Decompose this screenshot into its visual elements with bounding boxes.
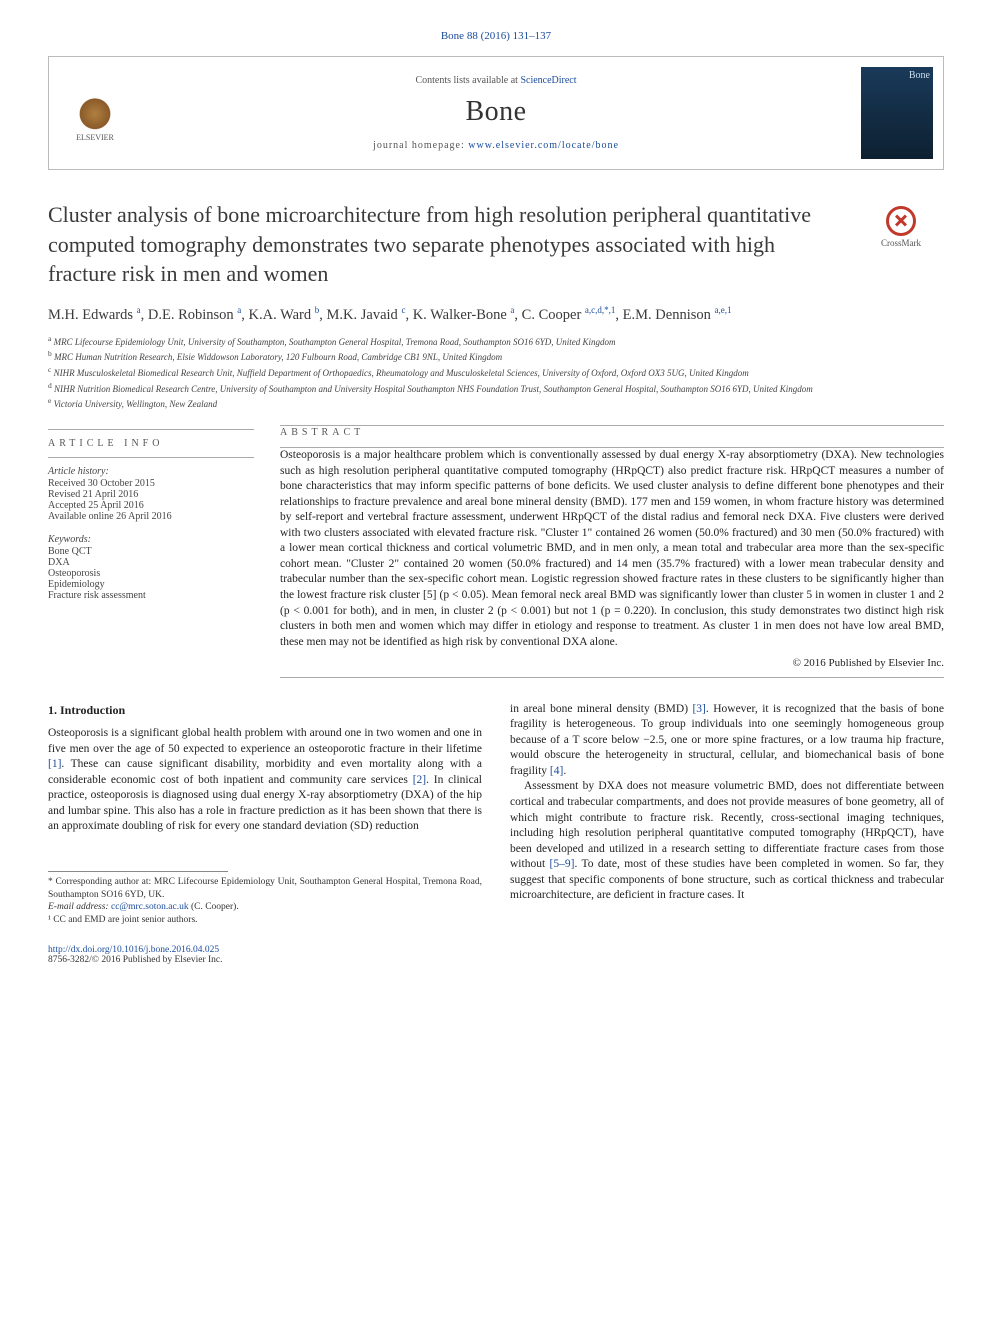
contents-line: Contents lists available at ScienceDirec… [131,75,861,86]
author: D.E. Robinson a [148,307,241,323]
affiliations: a MRC Lifecourse Epidemiology Unit, Univ… [48,334,944,411]
affiliation: b MRC Human Nutrition Research, Elsie Wi… [48,349,944,364]
abstract-copyright: © 2016 Published by Elsevier Inc. [280,656,944,671]
abstract-heading: abstract [280,426,944,440]
abstract-text: Osteoporosis is a major healthcare probl… [280,448,944,650]
crossmark-label: CrossMark [881,238,921,248]
ref-link[interactable]: [3] [692,703,705,715]
footnote-rule [48,871,228,872]
article-title: Cluster analysis of bone microarchitectu… [48,200,818,289]
author: K.A. Ward b [249,307,320,323]
journal-header: ELSEVIER Contents lists available at Sci… [48,56,944,170]
section-heading-intro: 1. Introduction [48,702,482,718]
author: C. Cooper a,c,d,*,1 [522,307,616,323]
body-columns: 1. Introduction Osteoporosis is a signif… [48,702,944,927]
body-col-left: 1. Introduction Osteoporosis is a signif… [48,702,482,927]
issn-line: 8756-3282/© 2016 Published by Elsevier I… [48,955,944,965]
ref-link[interactable]: [4] [550,765,563,777]
ref-link[interactable]: [2] [413,774,426,786]
author: M.H. Edwards a [48,307,141,323]
keyword: Osteoporosis [48,568,254,579]
author: M.K. Javaid c [327,307,406,323]
ref-link[interactable]: [1] [48,758,61,770]
history-item: Available online 26 April 2016 [48,511,254,522]
email-paren: (C. Cooper). [189,902,239,912]
homepage-link[interactable]: www.elsevier.com/locate/bone [468,140,619,151]
article-info-heading: article info [48,438,254,449]
author: K. Walker-Bone a [413,307,515,323]
keyword: Fracture risk assessment [48,590,254,601]
footer: http://dx.doi.org/10.1016/j.bone.2016.04… [48,945,944,965]
citation-line: Bone 88 (2016) 131–137 [48,30,944,42]
intro-para-2: in areal bone mineral density (BMD) [3].… [510,702,944,780]
email-label: E-mail address: [48,902,111,912]
footnotes: * Corresponding author at: MRC Lifecours… [48,871,482,927]
keyword: Epidemiology [48,579,254,590]
keywords-label: Keywords: [48,534,254,545]
affiliation: c NIHR Musculoskeletal Biomedical Resear… [48,365,944,380]
abstract-column: abstract Osteoporosis is a major healthc… [280,425,944,678]
keyword: Bone QCT [48,546,254,557]
article-info-column: article info Article history: Received 3… [48,425,254,678]
authors-line: M.H. Edwards a, D.E. Robinson a, K.A. Wa… [48,305,944,324]
elsevier-logo: ELSEVIER [59,85,131,142]
history-item: Received 30 October 2015 [48,478,254,489]
cover-label: Bone [909,70,930,81]
journal-name: Bone [131,96,861,128]
affiliation: a MRC Lifecourse Epidemiology Unit, Univ… [48,334,944,349]
elsevier-tree-icon [71,85,119,133]
sciencedirect-link[interactable]: ScienceDirect [520,75,576,86]
publisher-label: ELSEVIER [76,133,114,142]
email-line: E-mail address: cc@mrc.soton.ac.uk (C. C… [48,901,482,914]
joint-senior-note: ¹ CC and EMD are joint senior authors. [48,914,482,927]
contents-prefix: Contents lists available at [415,75,520,86]
journal-cover-thumbnail: Bone [861,67,933,159]
crossmark-icon [886,206,916,236]
author: E.M. Dennison a,e,1 [623,307,732,323]
body-col-right: in areal bone mineral density (BMD) [3].… [510,702,944,927]
history-label: Article history: [48,466,254,477]
history-item: Accepted 25 April 2016 [48,500,254,511]
email-link[interactable]: cc@mrc.soton.ac.uk [111,902,189,912]
affiliation: d NIHR Nutrition Biomedical Research Cen… [48,381,944,396]
affiliation: e Victoria University, Wellington, New Z… [48,396,944,411]
intro-para-1: Osteoporosis is a significant global hea… [48,726,482,835]
homepage-line: journal homepage: www.elsevier.com/locat… [131,140,861,151]
doi-link[interactable]: http://dx.doi.org/10.1016/j.bone.2016.04… [48,945,219,955]
corresponding-author-note: * Corresponding author at: MRC Lifecours… [48,876,482,902]
crossmark-badge[interactable]: CrossMark [858,206,944,248]
homepage-prefix: journal homepage: [373,140,468,151]
keyword: DXA [48,557,254,568]
intro-para-3: Assessment by DXA does not measure volum… [510,779,944,903]
history-item: Revised 21 April 2016 [48,489,254,500]
citation-link[interactable]: Bone 88 (2016) 131–137 [441,30,551,42]
ref-link[interactable]: [5–9] [550,858,575,870]
